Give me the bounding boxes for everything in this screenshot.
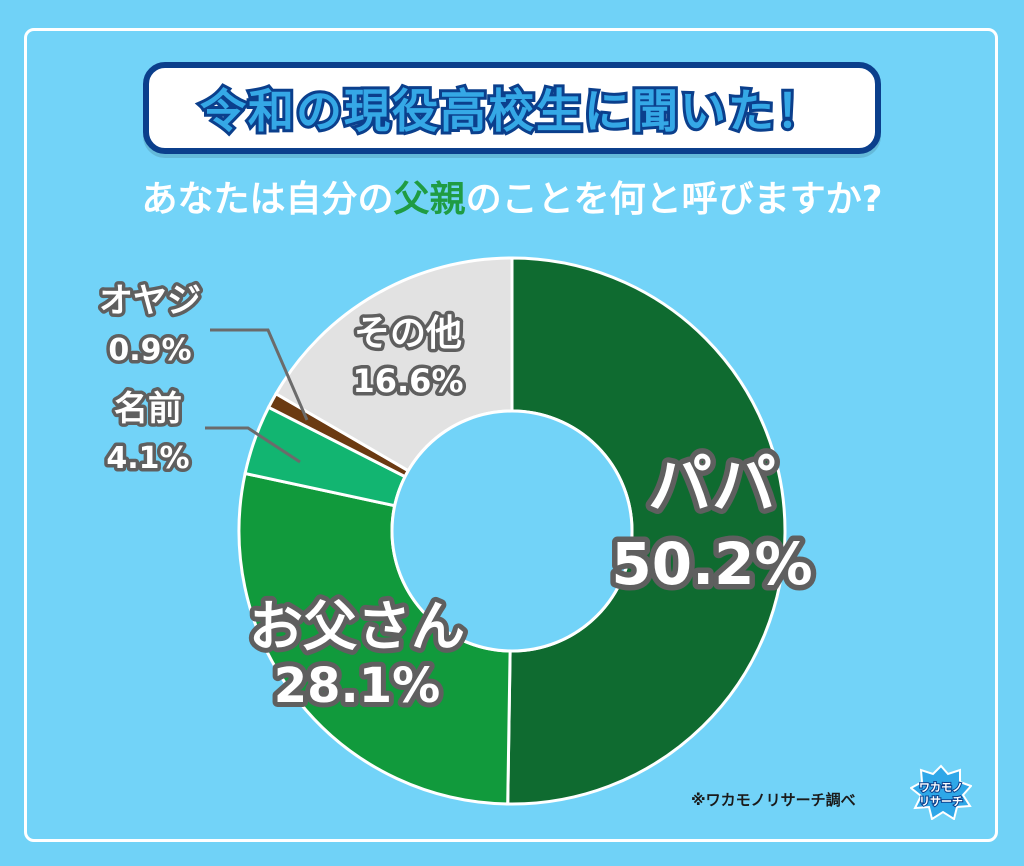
chart-slices <box>237 256 787 806</box>
source-credit: ※ワカモノリサーチ調べ <box>691 791 856 809</box>
slice-label-oyaji: オヤジ <box>99 281 201 321</box>
slice-label-papa: パパ <box>648 449 776 523</box>
logo-text-top: ワカモノ <box>919 781 963 794</box>
question-highlight: 父親 <box>393 179 466 220</box>
title-banner: 令和の現役高校生に聞いた！ <box>143 62 881 154</box>
slice-value-papa: 50.2% <box>611 530 812 598</box>
slice-value-oyaji: 0.9% <box>108 333 191 368</box>
slice-value-otousan: 28.1% <box>274 658 441 714</box>
leader-line-oyaji <box>210 328 309 421</box>
question-text-end: のことを何と呼びますか? <box>465 179 883 220</box>
question-text-start: あなたは自分の <box>141 179 394 220</box>
donut-hole <box>390 409 634 653</box>
slice-label-namae: 名前 <box>114 389 182 429</box>
slice-label-sonota: その他 <box>354 313 462 354</box>
slice-value-sonota: 16.6% <box>352 362 463 400</box>
slice-value-namae: 4.1% <box>106 441 189 476</box>
slice-label-otousan: お父さん <box>249 595 465 658</box>
leader-line-namae <box>205 426 301 464</box>
logo-text-bottom: リサーチ <box>919 795 963 808</box>
logo-splash-shape <box>910 764 972 820</box>
survey-question: あなたは自分の父親のことを何と呼びますか? <box>0 170 1024 222</box>
wakamono-research-logo: ワカモノ リサーチ <box>910 764 972 820</box>
leader-lines <box>205 328 309 464</box>
page-title: 令和の現役高校生に聞いた！ <box>197 81 825 141</box>
